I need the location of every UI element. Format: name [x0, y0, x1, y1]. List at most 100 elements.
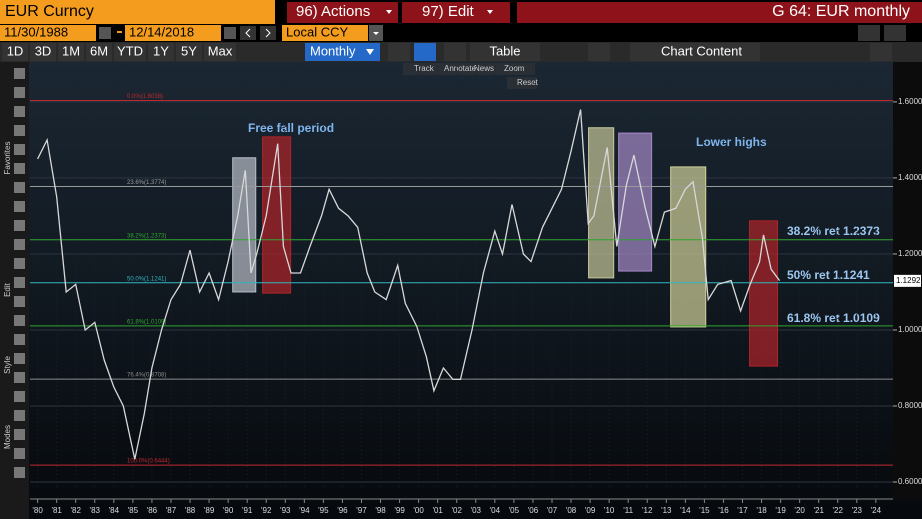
- x-tick-label: '95: [318, 506, 329, 515]
- dropdown-icon: [366, 49, 374, 55]
- x-tick-label: '07: [547, 506, 558, 515]
- security-box[interactable]: [0, 0, 275, 24]
- tool-icon[interactable]: [14, 239, 25, 250]
- highlight-region: [588, 127, 615, 279]
- tool-icon[interactable]: [14, 296, 25, 307]
- redo-button[interactable]: [884, 25, 906, 41]
- tool-icon[interactable]: [14, 68, 25, 79]
- edit-button[interactable]: [402, 2, 510, 23]
- x-tick-label: '18: [756, 506, 767, 515]
- x-tick-label: '03: [471, 506, 482, 515]
- tool-label[interactable]: News: [474, 64, 494, 73]
- tool-icon[interactable]: [14, 87, 25, 98]
- fib-label: 50.0%(1.1241): [127, 276, 166, 282]
- x-tick-label: '94: [299, 506, 310, 515]
- side-label: Favorites: [3, 142, 12, 175]
- prev-button[interactable]: [240, 26, 256, 40]
- tool-icon[interactable]: [14, 315, 25, 326]
- last-price: 1.1292: [896, 276, 921, 285]
- x-tick-label: '99: [394, 506, 405, 515]
- tool-icon[interactable]: [14, 125, 25, 136]
- tool-icon[interactable]: [14, 144, 25, 155]
- table-button[interactable]: [470, 43, 540, 61]
- tool-icon[interactable]: [14, 258, 25, 269]
- more-button[interactable]: [444, 43, 466, 61]
- tool-label[interactable]: Track: [414, 64, 435, 73]
- dropdown-icon: [386, 10, 392, 14]
- dash: [117, 31, 122, 33]
- calendar-icon[interactable]: [224, 27, 236, 39]
- undo-button[interactable]: [858, 25, 880, 41]
- x-tick-label: '10: [604, 506, 615, 515]
- chart-content-button[interactable]: [630, 43, 760, 61]
- next-button[interactable]: [260, 26, 276, 40]
- range-button[interactable]: [114, 43, 146, 61]
- line-chart-button[interactable]: [388, 43, 410, 61]
- tool-icon[interactable]: [14, 277, 25, 288]
- tool-label[interactable]: Annotate: [444, 64, 477, 73]
- x-tick-label: '89: [204, 506, 215, 515]
- end-date-box[interactable]: [125, 25, 221, 41]
- y-tick-label: 1.4000: [898, 173, 922, 182]
- range-button[interactable]: [204, 43, 236, 61]
- y-tick-label: 1.0000: [898, 325, 922, 334]
- tool-icon[interactable]: [14, 163, 25, 174]
- range-label: 5Y: [181, 43, 197, 58]
- y-tick-label: 0.8000: [898, 401, 922, 410]
- tool-icon[interactable]: [14, 448, 25, 459]
- actions-button[interactable]: [287, 2, 398, 23]
- reset-button[interactable]: [507, 77, 537, 89]
- range-label: 1D: [7, 43, 24, 58]
- settings-button[interactable]: [870, 43, 892, 61]
- x-tick-label: '01: [432, 506, 443, 515]
- fib-label: 76.4%(0.8708): [127, 373, 166, 379]
- bar-chart-button[interactable]: [414, 43, 436, 61]
- annotation: Lower highs: [696, 135, 767, 149]
- x-tick-label: '02: [452, 506, 463, 515]
- x-tick-label: '00: [413, 506, 424, 515]
- range-label: Max: [208, 43, 233, 58]
- range-button[interactable]: [2, 43, 28, 61]
- x-tick-label: '20: [794, 506, 805, 515]
- tool-icon[interactable]: [14, 334, 25, 345]
- x-tick-label: '84: [109, 506, 120, 515]
- dropdown-icon: [373, 32, 379, 35]
- end-date: 12/14/2018: [129, 24, 194, 39]
- tool-label[interactable]: Zoom: [504, 64, 525, 73]
- currency-box[interactable]: [282, 25, 368, 41]
- tool-icon[interactable]: [14, 467, 25, 478]
- x-tick-label: '12: [642, 506, 653, 515]
- tool-icon[interactable]: [14, 106, 25, 117]
- tool-icon[interactable]: [14, 410, 25, 421]
- x-tick-label: '09: [585, 506, 596, 515]
- tool-icon[interactable]: [14, 391, 25, 402]
- range-label: 1Y: [153, 43, 169, 58]
- collapse-button[interactable]: [588, 43, 610, 61]
- x-tick-label: '21: [813, 506, 824, 515]
- range-button[interactable]: [148, 43, 174, 61]
- table-label: Table: [489, 43, 520, 58]
- y-tick-label: 1.6000: [898, 97, 922, 106]
- annotation: Free fall period: [248, 121, 334, 135]
- tool-icon[interactable]: [14, 182, 25, 193]
- x-tick-label: '15: [699, 506, 710, 515]
- annotation: 50% ret 1.1241: [787, 268, 870, 282]
- tool-icon[interactable]: [14, 429, 25, 440]
- frequency: Monthly: [310, 43, 356, 58]
- fib-label: 0.0%(1.6038): [127, 94, 163, 100]
- calendar-icon[interactable]: [99, 27, 111, 39]
- tool-icon[interactable]: [14, 353, 25, 364]
- range-button[interactable]: [58, 43, 84, 61]
- actions-label: 96) Actions: [296, 3, 370, 20]
- range-button[interactable]: [30, 43, 56, 61]
- start-date-box[interactable]: [0, 25, 96, 41]
- tool-icon[interactable]: [14, 201, 25, 212]
- dropdown-icon: [487, 10, 493, 14]
- frequency-button[interactable]: [305, 43, 380, 61]
- range-button[interactable]: [176, 43, 202, 61]
- tool-icon[interactable]: [14, 372, 25, 383]
- tool-icon[interactable]: [14, 220, 25, 231]
- y-tick-label: 1.2000: [898, 249, 922, 258]
- security: EUR Curncy: [5, 3, 94, 20]
- range-button[interactable]: [86, 43, 112, 61]
